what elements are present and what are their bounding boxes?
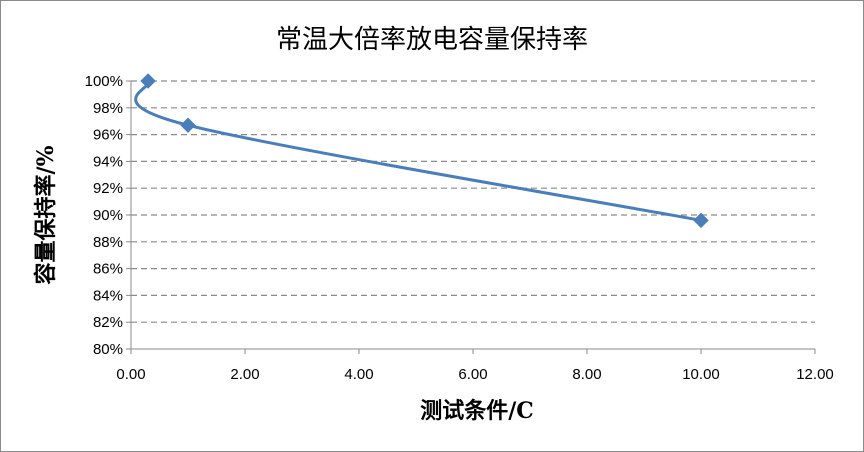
data-point	[693, 212, 709, 229]
y-tick-label: 82%	[93, 314, 123, 331]
y-tick-label: 100%	[85, 73, 123, 90]
x-axis-title: 测试条件/C	[420, 398, 534, 424]
y-tick-label: 80%	[93, 341, 123, 358]
y-tick-label: 86%	[93, 261, 123, 278]
x-tick-label: 2.00	[230, 366, 259, 383]
y-tick-label: 94%	[93, 153, 123, 170]
y-tick-label: 96%	[93, 127, 123, 144]
axes	[126, 80, 816, 354]
y-tick-label: 98%	[93, 100, 123, 117]
y-tick-labels: 80% 82% 84% 86% 88% 90% 92% 94% 96% 98% 100%	[85, 73, 123, 358]
x-tick-label: 8.00	[572, 366, 601, 383]
data-point	[180, 117, 196, 133]
y-tick-label: 84%	[93, 287, 123, 304]
y-tick-label: 92%	[93, 180, 123, 197]
x-tick-label: 12.00	[796, 366, 834, 383]
chart-title: 常温大倍率放电容量保持率	[276, 25, 588, 55]
y-tick-label: 88%	[93, 234, 123, 251]
series-line	[134, 80, 702, 222]
series-group	[134, 73, 709, 229]
data-point	[140, 73, 156, 89]
y-axis-title: 容量保持率/%	[33, 145, 59, 284]
x-tick-labels: 0.00 2.00 4.00 6.00 8.00 10.00 12.00	[116, 366, 833, 383]
x-tick-label: 4.00	[344, 366, 373, 383]
grid-lines	[131, 80, 815, 323]
x-tick-label: 0.00	[116, 366, 145, 383]
x-tick-label: 6.00	[458, 366, 487, 383]
x-tick-label: 10.00	[682, 366, 720, 383]
y-tick-label: 90%	[93, 207, 123, 224]
